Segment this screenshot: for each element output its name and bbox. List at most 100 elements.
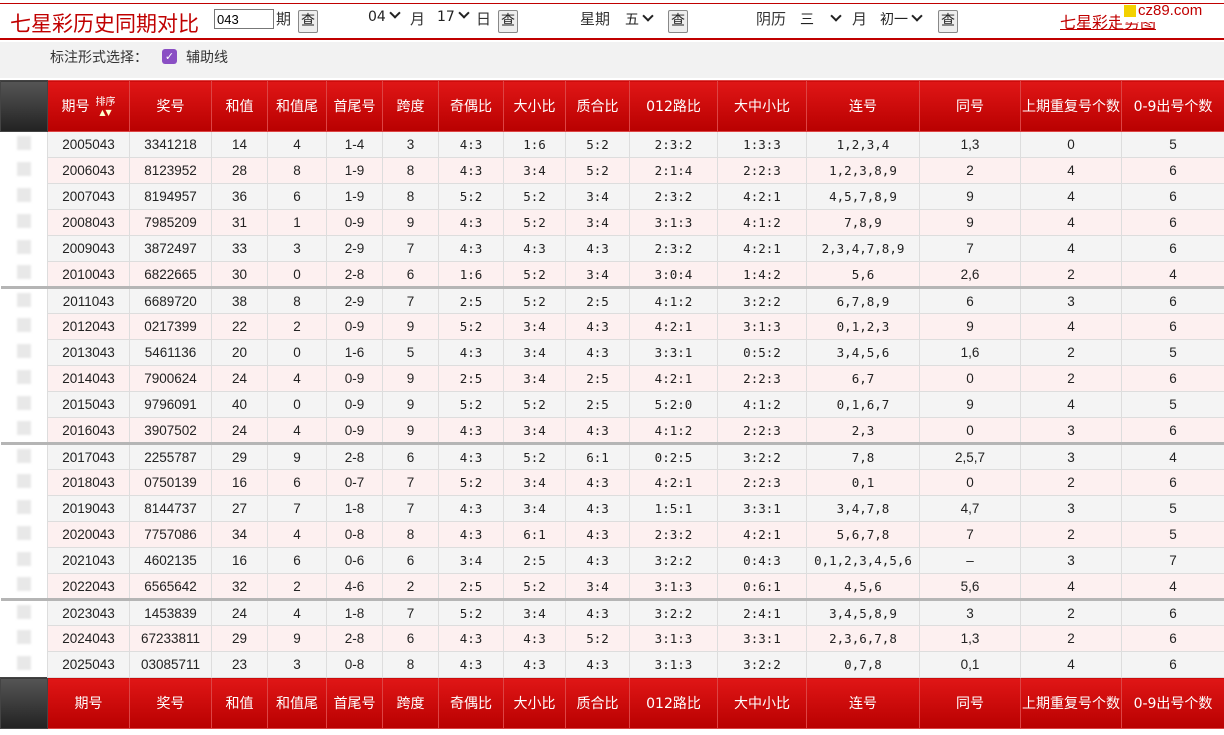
column-header: 上期重复号个数 — [1020, 677, 1122, 729]
column-header: 首尾号 — [326, 80, 383, 132]
sort-button[interactable]: 排序 ▲▼ — [95, 96, 116, 117]
table-cell: 6 — [382, 442, 439, 470]
table-cell: 2025043 — [47, 651, 130, 678]
table-cell: 3:2:2 — [717, 442, 807, 470]
table-cell: 8 — [382, 157, 439, 184]
table-cell: 20 — [211, 339, 268, 366]
row-marker — [0, 651, 48, 678]
table-cell: 33 — [211, 235, 268, 262]
table-cell: 2-8 — [326, 625, 383, 652]
weekday-select[interactable]: 五 — [625, 9, 654, 29]
table-cell: 2-8 — [326, 261, 383, 288]
column-header: 连号 — [806, 80, 920, 132]
table-cell: 5:2 — [438, 391, 504, 418]
table-cell: 2,3,4,7,8,9 — [806, 235, 920, 262]
chevron-down-icon — [830, 10, 842, 22]
table-cell: 5 — [1121, 131, 1224, 158]
table-cell: 0,1 — [806, 469, 920, 496]
row-marker — [0, 131, 48, 158]
row-marker-header — [0, 677, 48, 729]
row-marker — [0, 391, 48, 418]
site-logo[interactable]: cz89.com — [1120, 0, 1224, 22]
table-cell: 2 — [1020, 339, 1122, 366]
table-cell: 4 — [267, 598, 327, 626]
table-cell: 9 — [919, 183, 1021, 210]
table-cell: 4:3 — [565, 521, 630, 548]
table-cell: 1-9 — [326, 183, 383, 210]
table-cell: 2010043 — [47, 261, 130, 288]
table-cell: 3 — [267, 235, 327, 262]
table-cell: 0:6:1 — [717, 573, 807, 600]
table-cell: 0:5:2 — [717, 339, 807, 366]
column-header: 质合比 — [565, 80, 630, 132]
table-cell: 2,3 — [806, 417, 920, 444]
table-cell: 2012043 — [47, 313, 130, 340]
query-lunar-button[interactable]: 查 — [938, 10, 958, 33]
table-cell: 6 — [1121, 365, 1224, 392]
query-date-button[interactable]: 查 — [498, 10, 518, 33]
table-cell: 4 — [1121, 261, 1224, 288]
row-marker — [0, 469, 48, 496]
table-cell: 2:5 — [438, 286, 504, 314]
table-cell: 1 — [267, 209, 327, 236]
table-cell: 0-6 — [326, 547, 383, 574]
table-cell: 4:3 — [438, 651, 504, 678]
table-cell: 4:3 — [565, 235, 630, 262]
table-cell: 2 — [1020, 365, 1122, 392]
table-cell: 6 — [1121, 651, 1224, 678]
table-cell: 9 — [919, 391, 1021, 418]
table-cell: 6 — [267, 469, 327, 496]
options-bar: 标注形式选择： ✓ 辅助线 — [0, 42, 1224, 78]
table-cell: 7 — [382, 495, 439, 522]
table-cell: 2008043 — [47, 209, 130, 236]
table-cell: 29 — [211, 625, 268, 652]
table-row: 2005043 3341218 14 4 1-4 3 4:3 1:6 5:2 2:3:2 1:3:3… — [0, 131, 1224, 158]
table-cell: 3:4 — [565, 261, 630, 288]
table-cell: 2007043 — [47, 183, 130, 210]
chevron-down-icon — [911, 10, 923, 22]
guide-line-checkbox[interactable]: ✓ — [162, 49, 177, 64]
table-row: 2006043 8123952 28 8 1-9 8 4:3 3:4 5:2 2:1:4 2:2:3… — [0, 157, 1224, 184]
table-cell: 1,6 — [919, 339, 1021, 366]
column-header[interactable]: 期号 排序 ▲▼ — [47, 80, 130, 132]
table-cell: 4 — [267, 417, 327, 444]
table-cell: 1-9 — [326, 157, 383, 184]
table-cell: 5:2 — [438, 183, 504, 210]
table-cell: 7 — [382, 469, 439, 496]
column-header: 奇偶比 — [438, 80, 504, 132]
table-cell: 2 — [1020, 521, 1122, 548]
table-cell: 5:2 — [565, 625, 630, 652]
table-cell: 2014043 — [47, 365, 130, 392]
table-row: 2018043 0750139 16 6 0-7 7 5:2 3:4 4:3 4:2:1 2:2:3… — [0, 469, 1224, 496]
table-cell: 2-9 — [326, 235, 383, 262]
table-cell: 4:3 — [438, 442, 504, 470]
month-select[interactable]: 04 — [368, 7, 401, 25]
table-cell: 5:2 — [565, 157, 630, 184]
table-cell: 4:2:1 — [629, 365, 718, 392]
table-cell: 5:2 — [503, 209, 566, 236]
table-cell: 0-9 — [326, 365, 383, 392]
period-input[interactable] — [214, 9, 274, 29]
lunar-day-select[interactable]: 初一 — [880, 9, 923, 29]
table-cell: 3907502 — [129, 417, 212, 444]
table-cell: 3:4 — [503, 157, 566, 184]
table-cell: 2:1:4 — [629, 157, 718, 184]
table-cell: 1,2,3,4 — [806, 131, 920, 158]
day-select[interactable]: 17 — [437, 7, 470, 25]
table-cell: 1:6 — [503, 131, 566, 158]
annotation-style-label: 标注形式选择： — [50, 50, 148, 66]
table-cell: 3:4 — [503, 313, 566, 340]
table-cell: 7 — [1121, 547, 1224, 574]
query-weekday-button[interactable]: 查 — [668, 10, 688, 33]
table-cell: 3:4 — [503, 598, 566, 626]
table-cell: 2,3,6,7,8 — [806, 625, 920, 652]
table-cell: 3:4 — [565, 209, 630, 236]
table-cell: 3:2:2 — [629, 598, 718, 626]
column-header: 奖号 — [129, 80, 212, 132]
table-cell: 5:2:0 — [629, 391, 718, 418]
lunar-month-select[interactable]: 三 — [800, 9, 842, 29]
lunar-month-label: 月 — [852, 10, 868, 28]
query-period-button[interactable]: 查 — [298, 10, 318, 33]
table-cell: 3 — [1020, 417, 1122, 444]
table-cell: 2:5 — [438, 365, 504, 392]
